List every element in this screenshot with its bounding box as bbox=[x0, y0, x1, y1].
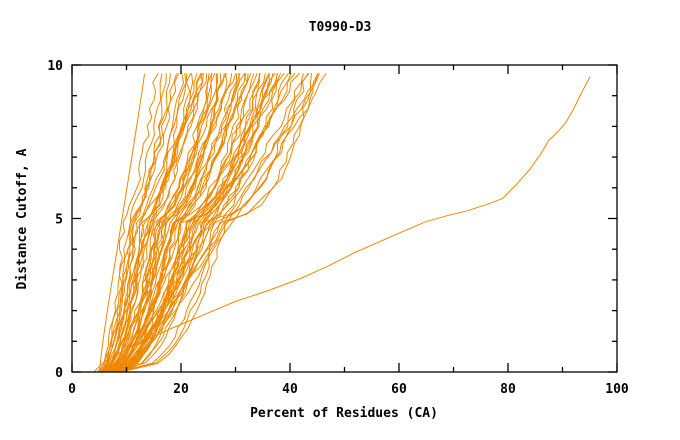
curves-group bbox=[93, 73, 591, 372]
bundle-curve bbox=[109, 73, 212, 372]
bundle-curve bbox=[116, 73, 252, 372]
lead-model-curve bbox=[98, 73, 145, 372]
bundle-curve bbox=[98, 73, 187, 372]
bundle-curve bbox=[113, 73, 218, 372]
bundle-curve bbox=[123, 73, 285, 372]
bundle-curve bbox=[102, 73, 204, 372]
bundle-curve bbox=[110, 73, 237, 372]
bundle-curve bbox=[100, 73, 167, 372]
x-tick-label: 60 bbox=[391, 382, 407, 397]
bundle-curve bbox=[120, 73, 319, 372]
y-tick-labels: 0 5 10 bbox=[47, 59, 63, 381]
x-axis-label: Percent of Residues (CA) bbox=[250, 406, 438, 421]
bundle-curve bbox=[122, 73, 327, 372]
bundle-curve bbox=[115, 73, 318, 372]
outlier-model-curve bbox=[93, 76, 591, 372]
bundle-curve bbox=[107, 73, 208, 372]
x-tick-label: 0 bbox=[68, 382, 76, 397]
bundle-curve bbox=[110, 73, 247, 372]
y-tick-label: 0 bbox=[55, 366, 63, 381]
bundle-curve bbox=[113, 73, 300, 372]
x-tick-label: 40 bbox=[282, 382, 298, 397]
bundle-curve bbox=[105, 73, 218, 372]
x-tick-label: 100 bbox=[605, 382, 629, 397]
x-tick-labels: 0 20 40 60 80 100 bbox=[68, 382, 629, 397]
axis-ticks-layer bbox=[71, 64, 618, 373]
y-axis-label: Distance Cutoff, A bbox=[15, 148, 30, 289]
x-tick-label: 80 bbox=[500, 382, 516, 397]
bundle-curve bbox=[105, 73, 210, 372]
bundle-curve bbox=[120, 73, 281, 372]
y-tick-label: 10 bbox=[47, 59, 63, 74]
bundle-curve bbox=[107, 73, 309, 372]
chart-title: T0990-D3 bbox=[309, 20, 372, 35]
bundle-curve bbox=[118, 73, 304, 372]
bundle-curve bbox=[117, 73, 258, 372]
bundle-curve bbox=[106, 73, 204, 372]
bundle-curve bbox=[116, 73, 261, 372]
y-tick-label: 5 bbox=[55, 213, 63, 228]
data-curves-layer bbox=[93, 73, 591, 372]
bundle-curve bbox=[120, 73, 270, 372]
bundle-curve bbox=[105, 73, 192, 372]
bundle-curve bbox=[102, 73, 178, 372]
x-tick-label: 20 bbox=[173, 382, 189, 397]
